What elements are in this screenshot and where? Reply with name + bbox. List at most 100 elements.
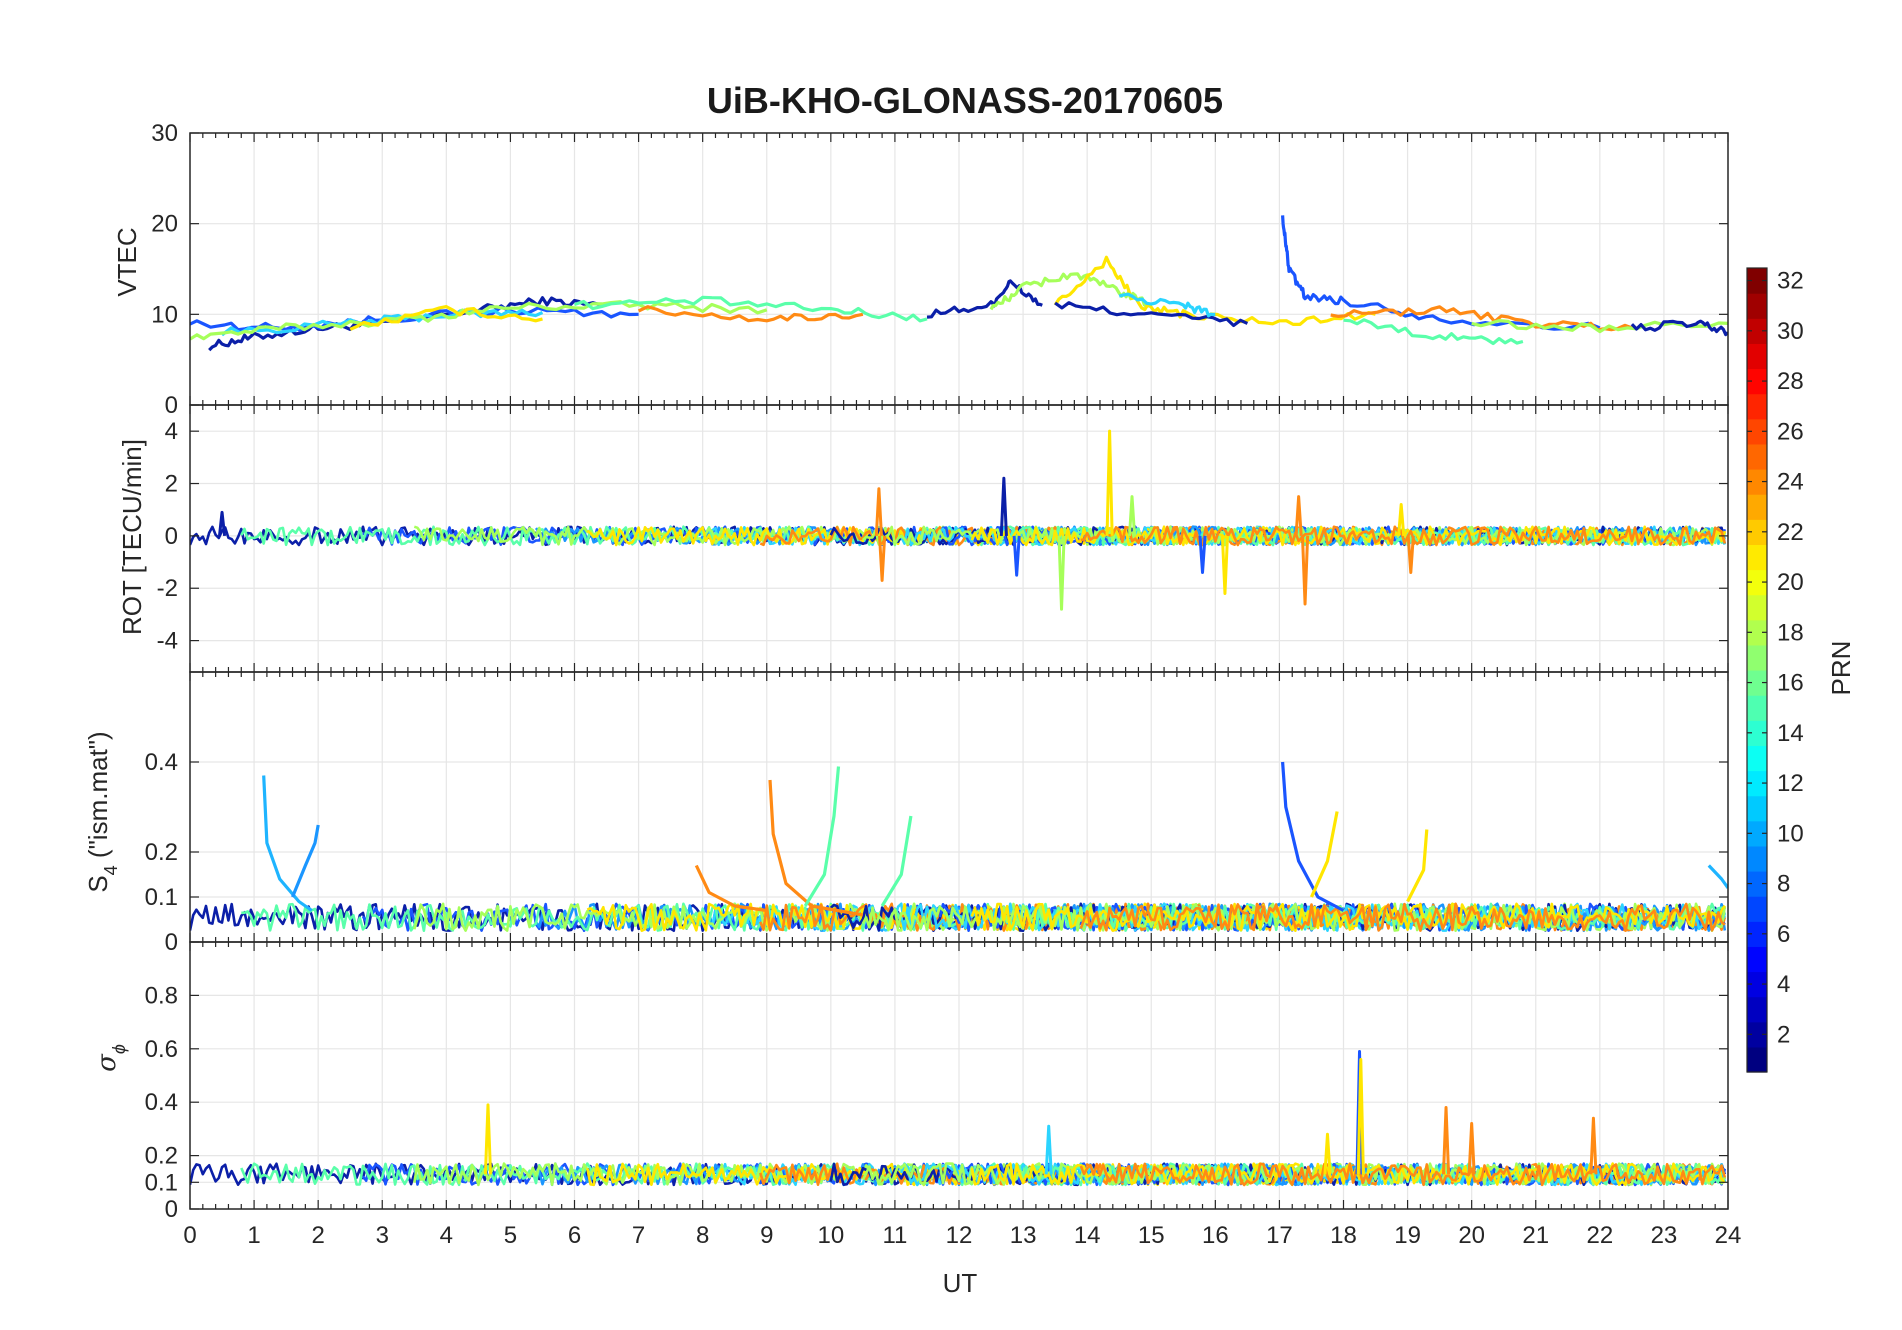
colorbar-segment: [1747, 820, 1767, 847]
rot-ytick-label: -2: [157, 575, 178, 602]
vtec-series-line: [637, 305, 864, 323]
xtick-label: 23: [1651, 1222, 1678, 1249]
colorbar-segment: [1747, 996, 1767, 1023]
rot-spike: [1198, 535, 1207, 575]
xtick-label: 20: [1458, 1222, 1485, 1249]
sigma-phi-spike: [1356, 1057, 1365, 1175]
xtick-label: 5: [504, 1222, 517, 1249]
s4-series-line: [1310, 811, 1339, 898]
sigma-phi-panel: 00.10.20.40.60.80 1 2 3 4 5 6 7 8 9 10 11 12 13 14 15 16…: [145, 941, 1742, 1249]
vtec-series-line: [349, 305, 543, 331]
xtick-label: 15: [1138, 1222, 1165, 1249]
vtec-ytick-label: 0: [165, 392, 178, 419]
colorbar-segment: [1747, 971, 1767, 998]
colorbar-segment: [1747, 644, 1767, 671]
xtick-label: 7: [632, 1222, 645, 1249]
s4-series-line: [803, 766, 841, 907]
sigma-phi-ytick-label: 0.4: [145, 1089, 178, 1116]
rot-spike: [1012, 535, 1021, 577]
colorbar-segment: [1747, 1021, 1767, 1048]
colorbar-tick-label: 20: [1777, 569, 1804, 596]
sigma-phi-ytick-label: 0: [165, 1196, 178, 1223]
vtec-series-line: [221, 308, 544, 337]
colorbar-segment: [1747, 393, 1767, 420]
vtec-series-line: [1330, 305, 1633, 332]
s4-ylabel: S4 ("ism.mat"): [83, 731, 121, 892]
colorbar-tick-label: 14: [1777, 720, 1804, 747]
colorbar-tick-label: 4: [1777, 971, 1790, 998]
colorbar-segment: [1747, 343, 1767, 370]
colorbar-segment: [1747, 871, 1767, 897]
colorbar-segment: [1747, 795, 1767, 822]
xtick-label: 3: [376, 1222, 389, 1249]
vtec-series-line: [1343, 318, 1524, 346]
rot-ytick-label: 4: [165, 418, 178, 445]
colorbar-segment: [1747, 418, 1767, 445]
vtec-ylabel: VTEC: [112, 227, 142, 296]
xtick-label: 18: [1330, 1222, 1357, 1249]
rot-spike: [1294, 495, 1303, 536]
sigma-phi-spike: [1441, 1106, 1451, 1175]
colorbar-segment: [1747, 619, 1767, 646]
xtick-label: 1: [247, 1222, 260, 1249]
sigma-phi-spike: [483, 1103, 493, 1175]
s4-series-line: [694, 864, 768, 913]
colorbar-segment: [1747, 946, 1767, 973]
xtick-label: 22: [1586, 1222, 1613, 1249]
sigma-phi-noise-line: [1079, 1162, 1727, 1187]
xtick-label: 0: [183, 1222, 196, 1249]
s4-series-line: [1406, 829, 1429, 903]
colorbar-segment: [1747, 318, 1767, 344]
s4-series-line: [880, 815, 913, 907]
vtec-series-line: [1281, 215, 1601, 331]
colorbar-tick-label: 28: [1777, 368, 1804, 395]
colorbar-segment: [1747, 569, 1767, 596]
colorbar-segment: [1747, 293, 1767, 319]
rot-spike: [874, 487, 883, 536]
s4-ytick-label: 0.2: [145, 839, 178, 866]
xtick-label: 8: [696, 1222, 709, 1249]
colorbar-segment: [1747, 745, 1767, 772]
sigma-phi-ytick-label: 0.2: [145, 1143, 178, 1170]
colorbar-segment: [1747, 519, 1767, 545]
sigma-phi-spike: [1589, 1116, 1598, 1175]
sigma-phi-ytick-label: 0.6: [145, 1036, 178, 1063]
sigma-phi-spike: [1467, 1122, 1476, 1175]
rot-noise-line: [1080, 525, 1727, 547]
x-axis-label: UT: [943, 1268, 978, 1298]
rot-spike: [878, 535, 887, 582]
rot-spike: [1105, 429, 1114, 536]
xtick-label: 24: [1715, 1222, 1742, 1249]
xtick-label: 17: [1266, 1222, 1293, 1249]
rot-ylabel: ROT [TECU/min]: [117, 439, 147, 635]
svg-text:S4 ("ism.mat"): S4 ("ism.mat"): [83, 731, 121, 892]
s4-noise-line: [1079, 902, 1726, 932]
colorbar-segment: [1747, 845, 1767, 872]
rot-ytick-label: 0: [165, 523, 178, 550]
rot-spike: [1397, 502, 1406, 537]
colorbar-tick-label: 30: [1777, 318, 1804, 345]
colorbar-tick-label: 12: [1777, 770, 1804, 797]
vtec-ytick-label: 30: [151, 120, 178, 147]
rot-ytick-label: -4: [157, 628, 178, 655]
colorbar-tick-label: 18: [1777, 619, 1804, 646]
xtick-label: 11: [882, 1222, 907, 1249]
s4-ytick-label: 0.4: [145, 749, 178, 776]
colorbar-segment: [1747, 921, 1767, 947]
xtick-label: 6: [568, 1222, 581, 1249]
colorbar-segment: [1747, 469, 1767, 495]
xtick-label: 2: [311, 1222, 324, 1249]
sigma-phi-ytick-label: 0.8: [145, 982, 178, 1009]
rot-spike: [1057, 535, 1066, 611]
rot-spike: [217, 510, 227, 537]
vtec-ytick-label: 20: [151, 211, 178, 238]
rot-panel: -4 -2 0 2 4: [157, 404, 1729, 673]
rot-spike: [1220, 535, 1230, 595]
s4-series-line: [768, 779, 864, 917]
vtec-series-line: [1118, 292, 1216, 318]
rot-spike: [1406, 535, 1415, 575]
colorbar-segment: [1747, 368, 1767, 395]
colorbar-tick-label: 6: [1777, 921, 1790, 948]
